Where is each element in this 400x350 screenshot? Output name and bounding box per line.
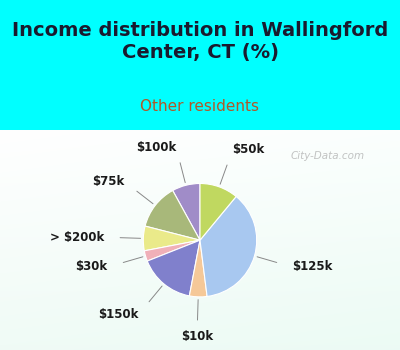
Text: $125k: $125k (292, 260, 333, 273)
Text: $75k: $75k (92, 175, 124, 188)
Wedge shape (144, 240, 200, 261)
Wedge shape (147, 240, 200, 296)
Text: Other residents: Other residents (140, 99, 260, 114)
Text: City-Data.com: City-Data.com (291, 151, 365, 161)
Text: Income distribution in Wallingford
Center, CT (%): Income distribution in Wallingford Cente… (12, 21, 388, 62)
Wedge shape (173, 183, 200, 240)
Wedge shape (189, 240, 207, 297)
Text: $10k: $10k (181, 330, 213, 343)
Text: $100k: $100k (136, 141, 176, 154)
Wedge shape (200, 183, 236, 240)
Wedge shape (143, 226, 200, 251)
Text: $30k: $30k (76, 260, 108, 273)
Text: $50k: $50k (232, 143, 265, 156)
Text: $150k: $150k (98, 308, 139, 321)
Wedge shape (200, 196, 257, 296)
Wedge shape (145, 190, 200, 240)
Text: > $200k: > $200k (50, 231, 104, 244)
